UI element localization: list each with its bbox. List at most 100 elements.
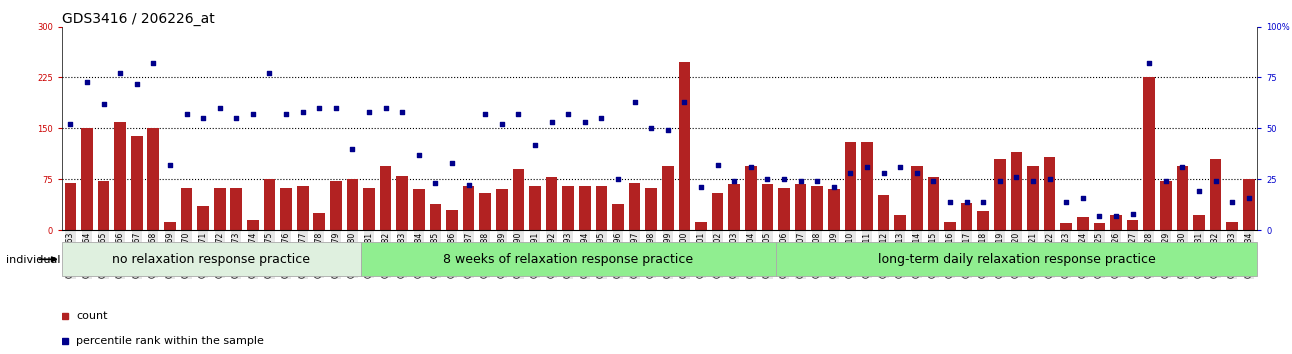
Point xyxy=(243,111,264,117)
Bar xyxy=(729,184,740,230)
Point xyxy=(292,109,313,115)
Bar xyxy=(596,186,607,230)
Bar xyxy=(662,166,673,230)
Text: GDS3416 / 206226_at: GDS3416 / 206226_at xyxy=(62,12,214,25)
Bar xyxy=(811,186,823,230)
Point xyxy=(541,119,562,125)
Point xyxy=(143,60,164,66)
Bar xyxy=(1194,215,1205,230)
Text: individual: individual xyxy=(6,255,61,265)
Bar xyxy=(65,183,76,230)
Bar xyxy=(1078,217,1089,230)
Point xyxy=(342,146,363,152)
Bar xyxy=(1226,222,1238,230)
Point xyxy=(459,183,479,188)
Bar xyxy=(612,204,624,230)
Bar xyxy=(446,210,457,230)
Point xyxy=(624,99,645,105)
Bar xyxy=(762,184,774,230)
Bar xyxy=(978,211,990,230)
Point xyxy=(1023,178,1044,184)
Point xyxy=(857,164,877,170)
Point xyxy=(408,152,429,158)
Point xyxy=(873,170,894,176)
Bar xyxy=(147,128,159,230)
Bar xyxy=(745,166,757,230)
Bar xyxy=(181,188,193,230)
Bar xyxy=(62,242,360,276)
Point xyxy=(1123,211,1143,217)
Point xyxy=(1039,176,1059,182)
Bar xyxy=(329,181,341,230)
Point xyxy=(309,105,329,111)
Point xyxy=(774,176,795,182)
Bar xyxy=(397,176,408,230)
Point xyxy=(1222,199,1243,205)
Bar xyxy=(545,177,557,230)
Point xyxy=(491,121,512,127)
Point xyxy=(376,105,397,111)
Bar xyxy=(297,186,309,230)
Bar xyxy=(1044,157,1056,230)
Point xyxy=(939,199,960,205)
Point xyxy=(740,164,761,170)
Point xyxy=(508,111,528,117)
Point xyxy=(160,162,181,168)
Point xyxy=(1138,60,1159,66)
Bar xyxy=(314,213,326,230)
Bar xyxy=(230,188,242,230)
Point xyxy=(326,105,346,111)
Point xyxy=(674,99,695,105)
Point xyxy=(956,199,977,205)
Point xyxy=(1172,164,1193,170)
Point xyxy=(1189,189,1209,194)
Bar xyxy=(1061,223,1072,230)
Point xyxy=(808,178,828,184)
Bar xyxy=(346,179,358,230)
Bar xyxy=(114,121,125,230)
Point xyxy=(990,178,1010,184)
Bar xyxy=(579,186,590,230)
Point xyxy=(1072,195,1093,200)
Point xyxy=(757,176,778,182)
Bar xyxy=(479,193,491,230)
Point xyxy=(209,105,230,111)
Bar xyxy=(778,188,789,230)
Point xyxy=(1056,199,1076,205)
Bar xyxy=(828,189,840,230)
Bar xyxy=(944,222,956,230)
Bar xyxy=(413,189,425,230)
Bar xyxy=(562,186,574,230)
Bar xyxy=(164,222,176,230)
Text: percentile rank within the sample: percentile rank within the sample xyxy=(76,336,264,346)
Bar xyxy=(911,166,922,230)
Point xyxy=(558,111,579,117)
Point xyxy=(425,181,446,186)
Point xyxy=(1239,195,1260,200)
Text: 8 weeks of relaxation response practice: 8 weeks of relaxation response practice xyxy=(443,253,694,266)
Point xyxy=(1106,213,1127,219)
Bar xyxy=(795,184,806,230)
Point xyxy=(922,178,943,184)
Bar xyxy=(496,189,508,230)
Point xyxy=(691,184,712,190)
Bar xyxy=(695,222,707,230)
Bar xyxy=(81,128,93,230)
Bar xyxy=(1127,220,1138,230)
Bar xyxy=(98,181,110,230)
Bar xyxy=(877,195,889,230)
Bar xyxy=(1143,78,1155,230)
Point xyxy=(575,119,596,125)
Point xyxy=(359,109,380,115)
Point xyxy=(707,162,727,168)
Point xyxy=(791,178,811,184)
Bar xyxy=(678,62,690,230)
Point xyxy=(391,109,412,115)
Bar xyxy=(845,142,857,230)
Point xyxy=(1089,213,1110,219)
Point xyxy=(607,176,628,182)
Bar xyxy=(513,169,525,230)
Point xyxy=(93,101,114,107)
Bar xyxy=(198,206,209,230)
Point xyxy=(890,164,911,170)
